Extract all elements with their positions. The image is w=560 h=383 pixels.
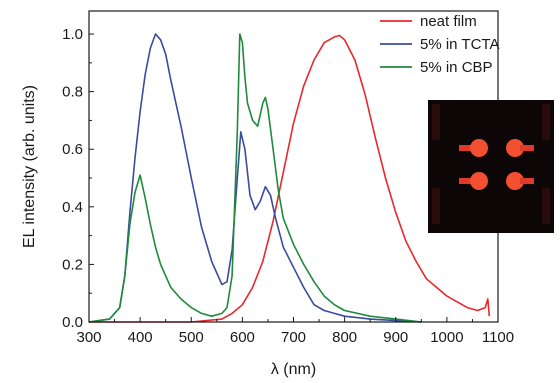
series-layer [88,33,491,323]
x-tick-label: 900 [383,329,408,346]
glowing-pixel-icon [506,139,534,157]
legend-label-2: 5% in CBP [420,59,493,76]
inset-device-photo [428,100,554,233]
legend-label-1: 5% in TCTA [420,36,499,53]
tick-labels-layer: 300 400 500 600 700 800 900 1000 1100 0.0 0.2 0.4 0.… [62,26,514,346]
y-tick-label: 0.0 [62,314,83,331]
x-tick-label: 600 [230,329,255,346]
series-line-2 [88,33,422,323]
y-axis-label: EL intensity (arb. units) [21,85,38,248]
glowing-pixel-icon [506,172,534,190]
x-tick-label: 700 [281,329,306,346]
glowing-pixel-icon [459,172,488,190]
x-tick-label: 500 [179,329,204,346]
y-tick-label: 0.8 [62,84,83,101]
y-tick-label: 0.4 [62,199,83,216]
series-line-1 [88,33,422,323]
glowing-pixel-icon [459,139,488,157]
x-tick-label: 800 [332,329,357,346]
x-tick-label: 1100 [482,329,514,346]
x-axis-label: λ (nm) [271,361,316,378]
y-tick-label: 1.0 [62,26,83,43]
x-tick-label: 400 [128,329,153,346]
y-tick-label: 0.6 [62,141,83,158]
y-tick-label: 0.2 [62,256,83,273]
legend: neat film 5% in TCTA 5% in CBP [380,13,499,76]
series-line-0 [89,34,491,323]
legend-label-0: neat film [420,13,477,30]
x-tick-label: 300 [76,329,101,346]
ticks-layer [88,33,499,323]
x-tick-label: 1000 [430,329,463,346]
